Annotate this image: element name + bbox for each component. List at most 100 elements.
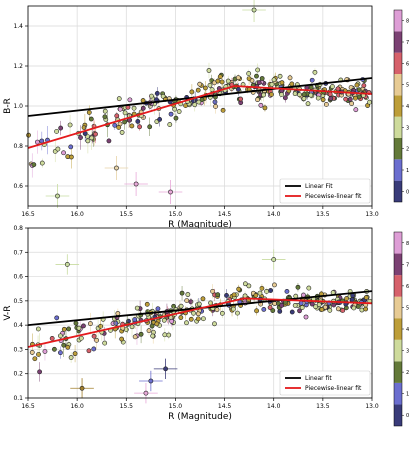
data-point bbox=[224, 293, 229, 298]
colorbar-segment bbox=[394, 382, 402, 405]
data-point bbox=[196, 301, 202, 307]
data-point bbox=[208, 300, 213, 306]
data-point bbox=[39, 160, 45, 166]
data-point bbox=[26, 132, 31, 138]
axes-frame bbox=[27, 227, 373, 399]
data-point bbox=[73, 320, 79, 326]
data-point bbox=[72, 351, 78, 357]
data-point bbox=[162, 332, 168, 338]
data-point bbox=[289, 81, 295, 87]
data-point bbox=[116, 125, 122, 130]
data-point bbox=[112, 122, 118, 128]
data-point bbox=[185, 292, 191, 297]
data-point bbox=[235, 310, 240, 316]
data-point bbox=[132, 334, 138, 340]
data-point bbox=[355, 304, 361, 309]
colorbar-tick-label: 5 bbox=[406, 83, 409, 89]
colorbar-segment bbox=[394, 318, 402, 340]
data-point bbox=[184, 320, 189, 326]
colorbar-segment bbox=[394, 296, 402, 319]
data-point bbox=[149, 323, 155, 329]
data-point bbox=[312, 69, 318, 75]
data-point bbox=[78, 135, 83, 140]
data-point bbox=[268, 288, 274, 293]
data-point bbox=[284, 289, 290, 294]
data-point bbox=[81, 323, 86, 329]
colorbar-segment bbox=[394, 31, 402, 53]
colorbar-segment bbox=[394, 159, 402, 181]
data-point bbox=[54, 315, 60, 321]
data-point bbox=[55, 193, 60, 199]
data-point bbox=[178, 303, 184, 309]
data-point bbox=[85, 138, 91, 144]
data-point bbox=[257, 290, 263, 296]
colorbar-segment bbox=[394, 275, 402, 297]
colorbar-tick-label: 8 bbox=[406, 19, 409, 25]
y-tick-label: 0.1 bbox=[13, 395, 23, 402]
data-point bbox=[246, 71, 252, 76]
data-point bbox=[231, 306, 236, 312]
data-point bbox=[271, 77, 277, 83]
data-point bbox=[255, 67, 261, 73]
x-tick-label: 15.5 bbox=[120, 211, 134, 218]
x-tick-label: 14.0 bbox=[267, 403, 281, 410]
data-point bbox=[102, 108, 108, 114]
data-point bbox=[167, 122, 173, 127]
data-point bbox=[335, 306, 341, 312]
data-point bbox=[200, 296, 206, 302]
data-point bbox=[261, 306, 267, 312]
data-point bbox=[39, 138, 45, 144]
data-point bbox=[122, 119, 128, 125]
data-point bbox=[176, 109, 182, 114]
data-point bbox=[327, 91, 333, 97]
colorbar-tick-label: 1 bbox=[406, 168, 409, 174]
data-point bbox=[259, 76, 265, 81]
data-point bbox=[64, 262, 70, 267]
data-point bbox=[150, 333, 156, 339]
y-tick-label: 1.4 bbox=[13, 23, 23, 30]
data-point bbox=[195, 87, 201, 93]
data-point bbox=[299, 305, 305, 310]
data-point bbox=[168, 189, 173, 195]
colorbar-segment bbox=[394, 116, 402, 138]
data-point bbox=[89, 135, 95, 141]
data-point bbox=[195, 316, 201, 322]
data-point bbox=[86, 348, 92, 354]
data-point bbox=[295, 284, 301, 290]
colorbar-tick-label: 3 bbox=[406, 349, 409, 355]
legend: Linear Fit Piecewise-linear fit bbox=[279, 178, 371, 204]
data-point bbox=[102, 340, 108, 346]
colorbar-tick-label: 4 bbox=[406, 104, 409, 110]
data-point bbox=[87, 321, 93, 327]
data-point bbox=[148, 378, 154, 384]
data-point bbox=[42, 349, 48, 354]
data-point bbox=[36, 352, 41, 357]
y-tick-label: 0.3 bbox=[13, 346, 23, 353]
data-point bbox=[258, 102, 264, 108]
x-tick-label: 14.5 bbox=[218, 211, 232, 218]
data-point bbox=[343, 96, 349, 102]
data-point bbox=[61, 326, 67, 332]
data-point bbox=[115, 311, 121, 316]
data-point bbox=[353, 95, 358, 101]
data-point bbox=[191, 310, 196, 316]
colorbar: 0 1 2 3 4 5 6 7 8 bbox=[393, 9, 409, 203]
data-point bbox=[102, 114, 108, 120]
colorbar-segment bbox=[394, 52, 402, 74]
data-point bbox=[189, 89, 195, 95]
y-axis-label: B-R bbox=[3, 98, 13, 114]
data-point bbox=[292, 302, 298, 308]
data-point bbox=[37, 369, 42, 375]
x-tick-label: 16.5 bbox=[21, 403, 35, 410]
data-point bbox=[66, 326, 72, 332]
data-point bbox=[114, 165, 119, 171]
colorbar-segment bbox=[394, 95, 402, 117]
data-point bbox=[301, 96, 307, 102]
colorbar-frame bbox=[393, 231, 403, 427]
data-point bbox=[61, 150, 66, 156]
x-tick-label: 14.5 bbox=[218, 403, 232, 410]
data-point bbox=[289, 309, 295, 315]
data-point bbox=[172, 106, 178, 112]
colorbar-tick-label: 6 bbox=[406, 61, 409, 67]
y-tick-label: 0.2 bbox=[13, 371, 23, 378]
